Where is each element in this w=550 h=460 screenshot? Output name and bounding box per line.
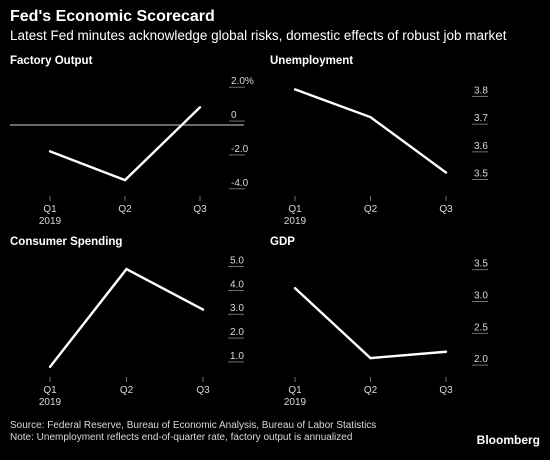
data-point — [444, 171, 448, 174]
series-line — [49, 267, 204, 368]
y-tick-label: 2.0 — [230, 327, 244, 338]
y-tick-label: 0 — [231, 110, 237, 121]
x-tick-label: Q3 — [196, 385, 210, 396]
panel-title: Unemployment — [270, 55, 353, 67]
y-tick-label: -2.0 — [231, 144, 249, 155]
x-tick-label: Q2 — [364, 204, 378, 215]
source-note: Source: Federal Reserve, Bureau of Econo… — [10, 420, 377, 431]
y-tick-label: 3.5 — [474, 169, 488, 180]
y-tick-label: 2.5 — [474, 322, 488, 333]
bloomberg-logo: Bloomberg — [476, 433, 540, 447]
x-tick-label: Q1 — [43, 385, 57, 396]
data-point — [201, 308, 205, 311]
y-tick-label: 3.8 — [474, 85, 488, 96]
y-tick-label: 2.0% — [231, 76, 254, 87]
y-tick-label: 1.0 — [230, 351, 244, 362]
data-point — [48, 365, 52, 369]
page-title: Fed's Economic Scorecard — [10, 8, 215, 25]
panel-title: Consumer Spending — [10, 236, 122, 248]
x-tick-label: Q2 — [364, 385, 378, 396]
x-tick-label: Q3 — [439, 204, 453, 215]
x-tick-label: Q2 — [118, 204, 132, 215]
y-tick-label: 2.0 — [474, 354, 488, 365]
data-point — [123, 178, 127, 182]
panel-title: GDP — [270, 236, 295, 248]
data-point — [125, 267, 128, 271]
x-tick-label: Q1 — [288, 385, 302, 396]
x-year-label: 2019 — [284, 216, 307, 227]
y-tick-label: 3.6 — [474, 141, 488, 152]
y-tick-label: 3.0 — [474, 291, 488, 302]
data-point — [369, 356, 372, 360]
y-tick-label: 4.0 — [230, 279, 244, 290]
data-point — [48, 150, 52, 153]
data-point — [293, 88, 297, 91]
x-year-label: 2019 — [284, 397, 307, 408]
x-tick-label: Q3 — [193, 204, 207, 215]
x-tick-label: Q2 — [120, 385, 134, 396]
x-year-label: 2019 — [39, 397, 62, 408]
y-tick-label: -4.0 — [231, 178, 249, 189]
x-tick-label: Q3 — [439, 385, 453, 396]
data-point — [369, 115, 372, 119]
series-line — [294, 287, 447, 360]
x-tick-label: Q1 — [43, 204, 57, 215]
chart-note: Note: Unemployment reflects end-of-quart… — [10, 432, 353, 443]
series-line — [49, 106, 201, 182]
y-tick-label: 3.7 — [474, 113, 488, 124]
data-point — [293, 286, 297, 290]
y-tick-label: 3.5 — [474, 259, 488, 270]
data-point — [444, 350, 448, 353]
series-line — [294, 88, 447, 174]
x-tick-label: Q1 — [288, 204, 302, 215]
y-tick-label: 3.0 — [230, 303, 244, 314]
y-tick-label: 5.0 — [230, 256, 244, 267]
panel-title: Factory Output — [10, 55, 93, 67]
x-year-label: 2019 — [39, 216, 62, 227]
data-point — [198, 106, 202, 109]
page-subtitle: Latest Fed minutes acknowledge global ri… — [10, 28, 507, 43]
